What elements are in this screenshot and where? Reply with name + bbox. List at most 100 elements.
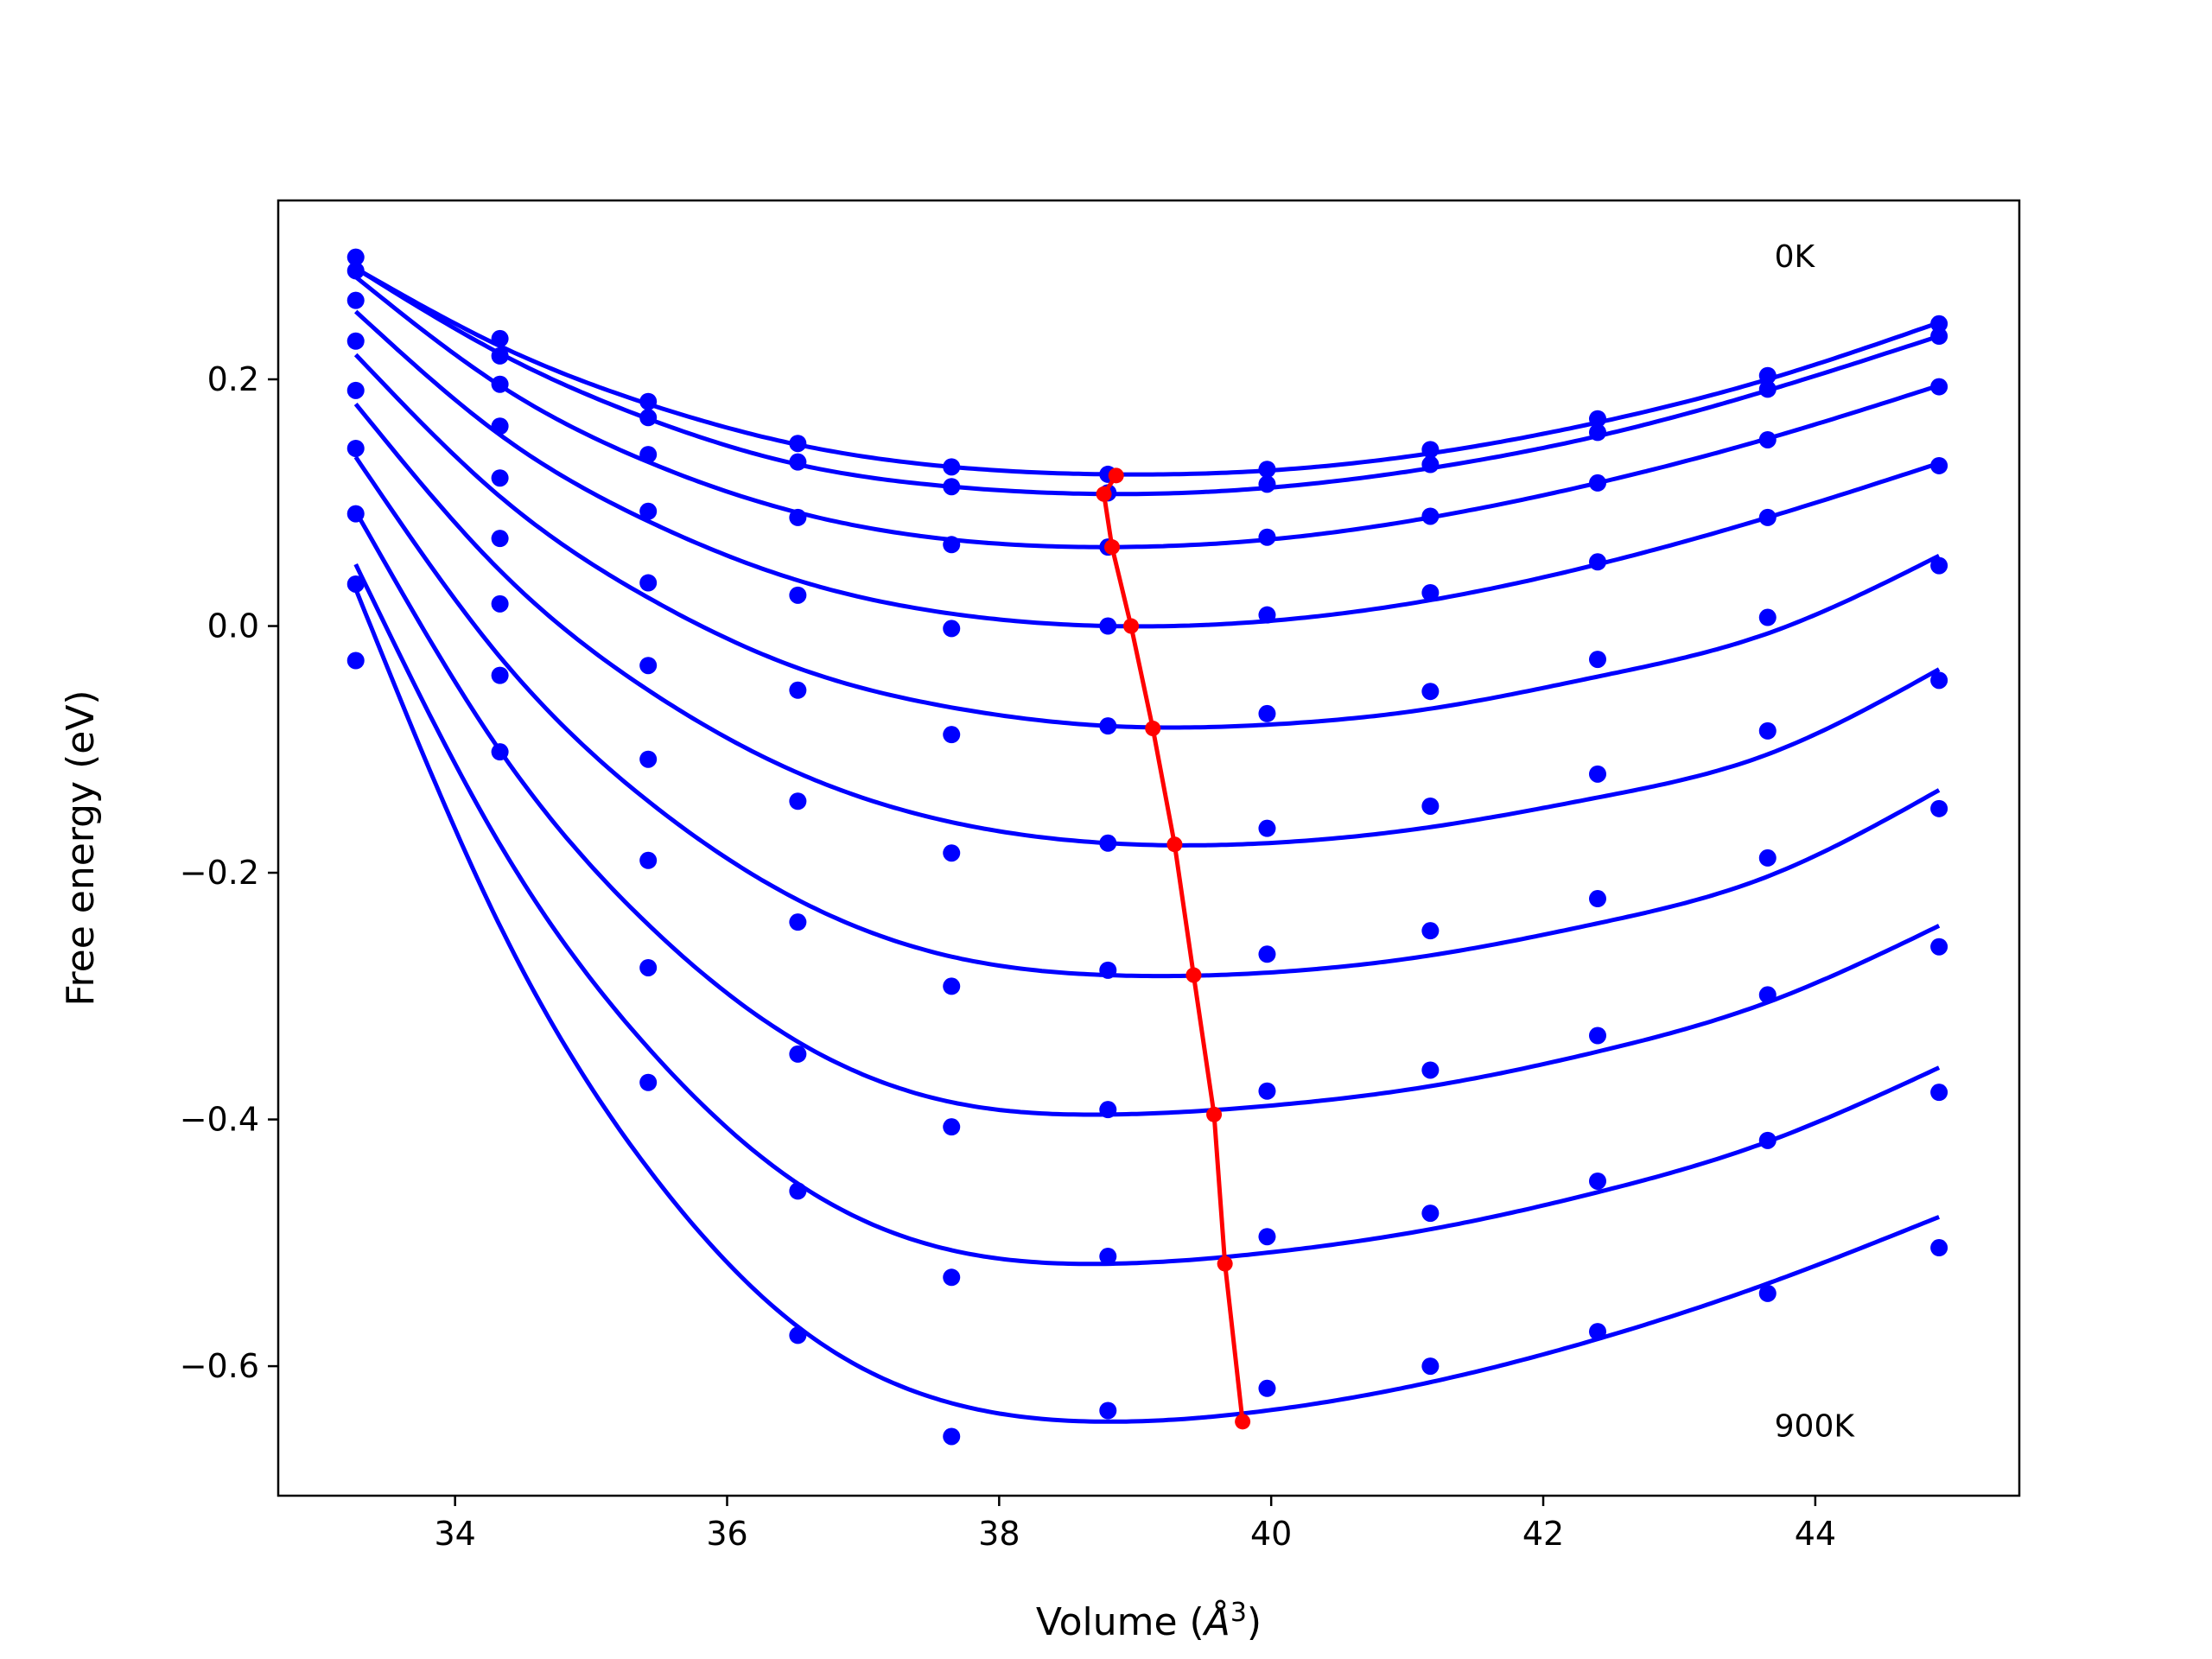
data-point	[1588, 1172, 1606, 1190]
data-point	[1258, 1082, 1276, 1100]
x-tick-label: 44	[1795, 1515, 1836, 1553]
data-point	[1588, 651, 1606, 669]
data-point	[346, 248, 365, 266]
x-tick-label: 38	[978, 1515, 1020, 1553]
fit-curve	[354, 266, 1940, 477]
data-point	[491, 329, 509, 347]
data-point	[639, 851, 658, 869]
minimum-point	[1166, 836, 1183, 853]
data-point	[943, 1427, 961, 1446]
annotations: 0K 900K	[1775, 239, 1856, 1444]
data-point	[1930, 671, 1948, 690]
data-point	[639, 1073, 658, 1091]
data-point	[1930, 1084, 1948, 1102]
data-point	[1930, 938, 1948, 956]
y-tick-label: 0.2	[207, 360, 259, 398]
minimum-point	[1103, 539, 1120, 556]
data-point	[1258, 1379, 1276, 1397]
data-point	[943, 536, 961, 554]
annotation-label: 0K	[1775, 239, 1816, 275]
fit-curve	[354, 309, 1940, 629]
data-point	[1421, 922, 1440, 940]
data-point	[491, 666, 509, 684]
data-point	[943, 726, 961, 744]
data-point	[1421, 455, 1440, 474]
data-point	[1099, 1402, 1117, 1420]
data-point	[1588, 423, 1606, 442]
data-point	[1588, 1323, 1606, 1341]
data-point	[346, 262, 365, 280]
data-point	[1258, 945, 1276, 963]
data-point	[346, 505, 365, 523]
data-point	[789, 435, 807, 453]
minimum-point	[1108, 467, 1124, 484]
data-point	[789, 792, 807, 810]
data-point	[1258, 461, 1276, 479]
x-axis-label-main: Volume (	[1036, 1600, 1205, 1644]
data-point	[639, 446, 658, 464]
data-point	[1258, 528, 1276, 546]
data-point	[1588, 553, 1606, 571]
data-point	[1588, 1027, 1606, 1045]
data-point	[346, 439, 365, 457]
data-point	[1758, 1131, 1777, 1149]
fit-curve	[353, 403, 1941, 848]
x-tick-label: 34	[434, 1515, 475, 1553]
data-point	[1588, 410, 1606, 428]
data-point	[639, 958, 658, 976]
data-point	[639, 392, 658, 410]
minimum-point	[1123, 618, 1140, 634]
data-point	[789, 508, 807, 526]
data-point	[1258, 819, 1276, 837]
data-point	[1930, 315, 1948, 333]
data-point	[639, 574, 658, 592]
data-point	[789, 453, 807, 471]
y-tick-label: −0.6	[180, 1347, 259, 1385]
data-point	[1930, 378, 1948, 396]
data-point	[943, 977, 961, 995]
data-point	[1930, 556, 1948, 575]
data-point	[1758, 430, 1777, 448]
data-point	[346, 575, 365, 593]
data-point	[1099, 717, 1117, 735]
data-point	[1421, 1357, 1440, 1376]
data-point	[1421, 1205, 1440, 1223]
data-point	[1099, 617, 1117, 635]
data-point	[1421, 507, 1440, 525]
data-point	[1930, 799, 1948, 817]
fit-curve	[353, 510, 1941, 1117]
data-point	[1758, 366, 1777, 385]
minimum-point	[1096, 486, 1112, 502]
data-point	[491, 743, 509, 761]
data-point	[1758, 508, 1777, 526]
data-point	[943, 458, 961, 476]
x-axis-label-symbol: Å	[1202, 1599, 1230, 1644]
data-point	[1588, 890, 1606, 908]
data-point	[1758, 1284, 1777, 1302]
data-point	[943, 1268, 961, 1287]
data-point	[639, 502, 658, 520]
data-point	[1421, 1061, 1440, 1079]
data-point	[491, 375, 509, 393]
data-point	[789, 913, 807, 931]
data-point	[639, 409, 658, 427]
data-point	[1588, 765, 1606, 783]
data-point	[1758, 849, 1777, 867]
data-point	[1258, 1228, 1276, 1246]
data-point	[1421, 683, 1440, 701]
data-point	[491, 530, 509, 548]
x-axis-label-superscript: 3	[1230, 1598, 1247, 1628]
x-tick-label: 42	[1522, 1515, 1564, 1553]
minimum-point	[1145, 721, 1161, 737]
data-point	[491, 346, 509, 365]
data-point	[1758, 986, 1777, 1004]
data-point	[1099, 1248, 1117, 1266]
fit-curve	[353, 588, 1941, 1424]
data-point	[1930, 1239, 1948, 1257]
data-point	[943, 478, 961, 496]
y-tick-label: −0.2	[180, 854, 259, 892]
data-point	[1099, 961, 1117, 979]
data-point	[346, 652, 365, 670]
data-point	[789, 1045, 807, 1063]
fit-curve	[353, 455, 1941, 979]
